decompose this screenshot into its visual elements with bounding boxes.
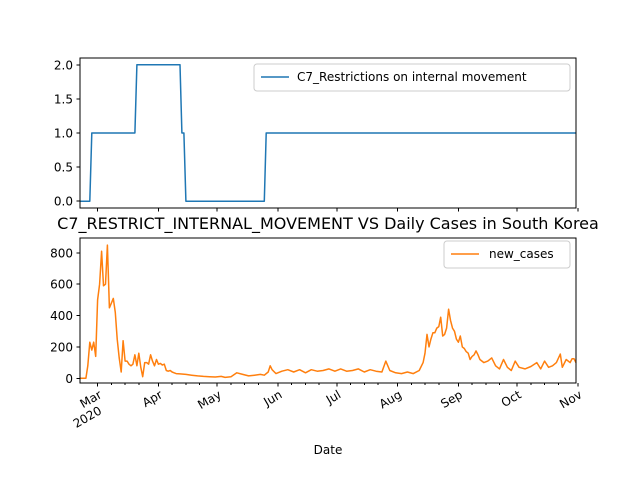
restrictions-ytick-label: 2.0 — [54, 58, 73, 72]
cases-ytick-label: 0 — [65, 372, 73, 386]
xtick-label: May — [195, 387, 223, 412]
restrictions-ytick-label: 1.0 — [54, 127, 73, 141]
cases-ytick-label: 800 — [50, 246, 73, 260]
cases-ytick-label: 400 — [50, 309, 73, 323]
restrictions-ytick-label: 1.5 — [54, 92, 73, 106]
cases-series-line — [80, 244, 577, 380]
restrictions-legend: C7_Restrictions on internal movement — [253, 63, 571, 92]
restrictions-subplot: 0.0 0.5 1.0 1.5 2.0 C7_Restrictions on inter… — [54, 57, 579, 212]
xtick-label: Oct — [499, 387, 524, 410]
cases-ytick-label: 600 — [50, 278, 73, 292]
cases-legend: new_cases — [443, 240, 571, 269]
xtick-label: Jun — [260, 387, 284, 409]
xtick-label: Nov — [557, 387, 584, 411]
cases-subplot: C7_RESTRICT_INTERNAL_MOVEMENT VS Daily C… — [50, 214, 599, 457]
restrictions-ytick-label: 0.5 — [54, 161, 73, 175]
xtick-label: Sep — [438, 387, 465, 410]
x-axis-label: Date — [314, 443, 343, 457]
cases-ytick-label: 200 — [50, 340, 73, 354]
xtick-label: Apr — [140, 387, 165, 410]
cases-axes-frame — [79, 237, 577, 384]
xtick-label: Aug — [377, 387, 404, 411]
cases-legend-label: new_cases — [489, 247, 554, 261]
chart-title: C7_RESTRICT_INTERNAL_MOVEMENT VS Daily C… — [57, 214, 599, 234]
restrictions-ytick-label: 0.0 — [54, 195, 73, 209]
restrictions-axes-frame — [79, 57, 577, 209]
xtick-label: Jul — [323, 387, 343, 407]
restrictions-series-line — [80, 64, 576, 202]
restrictions-legend-label: C7_Restrictions on internal movement — [297, 70, 527, 84]
